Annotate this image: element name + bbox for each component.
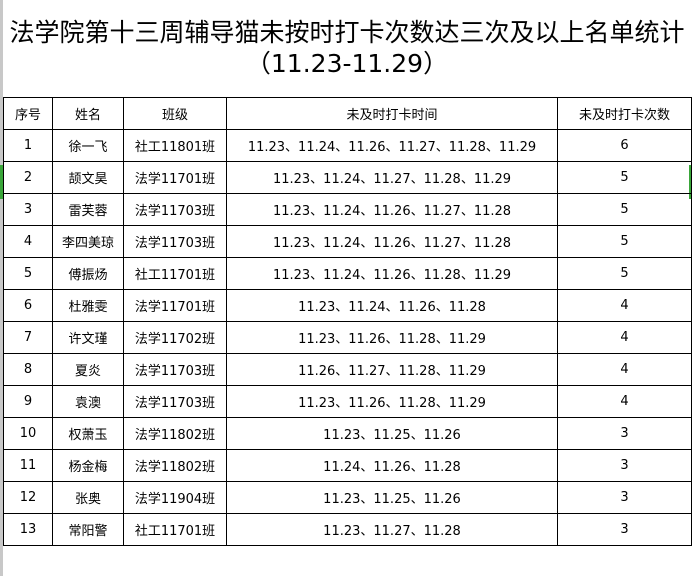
name-cell[interactable]: 张奥 — [52, 481, 124, 514]
index-cell[interactable]: 3 — [3, 193, 53, 226]
index-cell[interactable]: 11 — [3, 449, 53, 482]
class-cell[interactable]: 法学11802班 — [123, 417, 227, 450]
class-cell[interactable]: 法学11904班 — [123, 481, 227, 514]
class-cell[interactable]: 社工11801班 — [123, 129, 227, 162]
table-row: 9 袁澳 法学11703班 11.23、11.26、11.28、11.29 4 — [3, 385, 692, 418]
header-cell[interactable]: 姓名 — [52, 97, 124, 130]
class-cell[interactable]: 法学11701班 — [123, 161, 227, 194]
dates-cell[interactable]: 11.23、11.24、11.26、11.28 — [226, 289, 558, 322]
table-row: 6 杜雅雯 法学11701班 11.23、11.24、11.26、11.28 4 — [3, 289, 692, 322]
class-cell[interactable]: 法学11703班 — [123, 385, 227, 418]
name-cell[interactable]: 袁澳 — [52, 385, 124, 418]
table-row: 11 杨金梅 法学11802班 11.24、11.26、11.28 3 — [3, 449, 692, 482]
count-cell[interactable]: 5 — [557, 257, 692, 290]
index-cell[interactable]: 13 — [3, 513, 53, 546]
class-cell[interactable]: 法学11703班 — [123, 353, 227, 386]
data-table: 序号 姓名 班级 未及时打卡时间 未及时打卡次数 1 徐一飞 社工11801班 11.… — [3, 97, 692, 546]
table-row: 1 徐一飞 社工11801班 11.23、11.24、11.26、11.27、11.2… — [3, 129, 692, 162]
count-cell[interactable]: 4 — [557, 321, 692, 354]
sheet-title[interactable]: 法学院第十三周辅导猫未按时打卡次数达三次及以上名单统计 — [9, 18, 685, 47]
table-row: 10 权萧玉 法学11802班 11.23、11.25、11.26 3 — [3, 417, 692, 450]
header-row: 序号 姓名 班级 未及时打卡时间 未及时打卡次数 — [3, 97, 692, 130]
row-header-strip — [0, 0, 3, 576]
header-cell[interactable]: 班级 — [123, 97, 227, 130]
name-cell[interactable]: 李四美琼 — [52, 225, 124, 258]
header-cell[interactable]: 未及时打卡次数 — [557, 97, 692, 130]
dates-cell[interactable]: 11.23、11.27、11.28 — [226, 513, 558, 546]
index-cell[interactable]: 7 — [3, 321, 53, 354]
index-cell[interactable]: 9 — [3, 385, 53, 418]
count-cell[interactable]: 3 — [557, 513, 692, 546]
table-row: 13 常阳警 社工11701班 11.23、11.27、11.28 3 — [3, 513, 692, 546]
dates-cell[interactable]: 11.24、11.26、11.28 — [226, 449, 558, 482]
name-cell[interactable]: 傅振炀 — [52, 257, 124, 290]
index-cell[interactable]: 6 — [3, 289, 53, 322]
table-row: 7 许文瑾 法学11702班 11.23、11.26、11.28、11.29 4 — [3, 321, 692, 354]
name-cell[interactable]: 权萧玉 — [52, 417, 124, 450]
dates-cell[interactable]: 11.26、11.27、11.28、11.29 — [226, 353, 558, 386]
table-row: 5 傅振炀 社工11701班 11.23、11.24、11.26、11.28、11.2… — [3, 257, 692, 290]
table-row: 12 张奥 法学11904班 11.23、11.25、11.26 3 — [3, 481, 692, 514]
header-cell[interactable]: 序号 — [3, 97, 53, 130]
dates-cell[interactable]: 11.23、11.24、11.27、11.28、11.29 — [226, 161, 558, 194]
name-cell[interactable]: 雷芙蓉 — [52, 193, 124, 226]
index-cell[interactable]: 2 — [3, 161, 53, 194]
dates-cell[interactable]: 11.23、11.26、11.28、11.29 — [226, 321, 558, 354]
index-cell[interactable]: 5 — [3, 257, 53, 290]
count-cell[interactable]: 5 — [557, 161, 692, 194]
dates-cell[interactable]: 11.23、11.25、11.26 — [226, 481, 558, 514]
count-cell[interactable]: 3 — [557, 481, 692, 514]
name-cell[interactable]: 杜雅雯 — [52, 289, 124, 322]
count-cell[interactable]: 5 — [557, 193, 692, 226]
index-cell[interactable]: 4 — [3, 225, 53, 258]
name-cell[interactable]: 徐一飞 — [52, 129, 124, 162]
count-cell[interactable]: 4 — [557, 385, 692, 418]
selected-row-indicator — [0, 165, 3, 199]
count-cell[interactable]: 3 — [557, 449, 692, 482]
class-cell[interactable]: 法学11703班 — [123, 225, 227, 258]
dates-cell[interactable]: 11.23、11.24、11.26、11.27、11.28 — [226, 193, 558, 226]
class-cell[interactable]: 社工11701班 — [123, 257, 227, 290]
index-cell[interactable]: 8 — [3, 353, 53, 386]
class-cell[interactable]: 法学11703班 — [123, 193, 227, 226]
name-cell[interactable]: 杨金梅 — [52, 449, 124, 482]
index-cell[interactable]: 12 — [3, 481, 53, 514]
count-cell[interactable]: 5 — [557, 225, 692, 258]
dates-cell[interactable]: 11.23、11.24、11.26、11.27、11.28、11.29 — [226, 129, 558, 162]
class-cell[interactable]: 法学11702班 — [123, 321, 227, 354]
count-cell[interactable]: 4 — [557, 289, 692, 322]
name-cell[interactable]: 许文瑾 — [52, 321, 124, 354]
index-cell[interactable]: 1 — [3, 129, 53, 162]
dates-cell[interactable]: 11.23、11.24、11.26、11.28、11.29 — [226, 257, 558, 290]
table-row: 3 雷芙蓉 法学11703班 11.23、11.24、11.26、11.27、11.2… — [3, 193, 692, 226]
sheet-subtitle[interactable]: （11.23-11.29） — [245, 49, 449, 78]
name-cell[interactable]: 常阳警 — [52, 513, 124, 546]
dates-cell[interactable]: 11.23、11.26、11.28、11.29 — [226, 385, 558, 418]
name-cell[interactable]: 颉文昊 — [52, 161, 124, 194]
class-cell[interactable]: 社工11701班 — [123, 513, 227, 546]
count-cell[interactable]: 3 — [557, 417, 692, 450]
count-cell[interactable]: 6 — [557, 129, 692, 162]
header-cell[interactable]: 未及时打卡时间 — [226, 97, 558, 130]
table-row: 2 颉文昊 法学11701班 11.23、11.24、11.27、11.28、11.2… — [3, 161, 692, 194]
name-cell[interactable]: 夏炎 — [52, 353, 124, 386]
class-cell[interactable]: 法学11701班 — [123, 289, 227, 322]
table-row: 4 李四美琼 法学11703班 11.23、11.24、11.26、11.27、11.… — [3, 225, 692, 258]
dates-cell[interactable]: 11.23、11.24、11.26、11.27、11.28 — [226, 225, 558, 258]
index-cell[interactable]: 10 — [3, 417, 53, 450]
table-row: 8 夏炎 法学11703班 11.26、11.27、11.28、11.29 4 — [3, 353, 692, 386]
class-cell[interactable]: 法学11802班 — [123, 449, 227, 482]
count-cell[interactable]: 4 — [557, 353, 692, 386]
dates-cell[interactable]: 11.23、11.25、11.26 — [226, 417, 558, 450]
